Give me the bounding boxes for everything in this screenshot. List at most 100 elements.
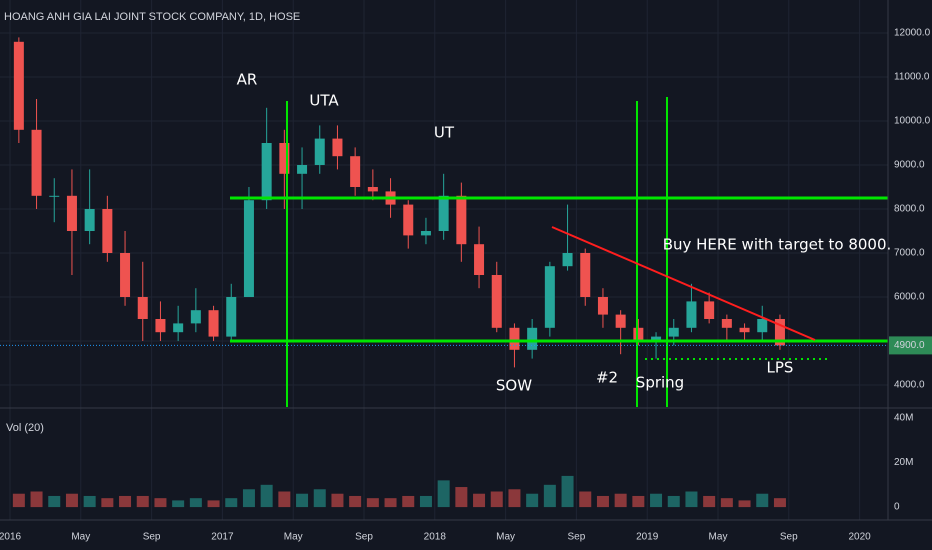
candle-body [544,266,555,328]
candle-body [438,195,449,231]
volume-bar [384,498,397,508]
annotation: UT [434,124,455,142]
x-tick-label: Sep [780,532,798,543]
candle-body [721,319,732,328]
candle-body [208,310,219,337]
candle-body [704,301,715,319]
x-tick-label: 2020 [848,532,871,543]
volume-bar [773,498,786,508]
volume-bar [172,500,185,508]
y-tick-label: 6000.0 [894,292,925,303]
volume-bar [83,495,96,508]
annotation: #2 [596,369,618,387]
candle-body [580,253,591,297]
candle-body [367,187,378,192]
candle-body [66,195,77,231]
volume-bar [437,480,450,508]
y-tick-label: 4000.0 [894,380,925,391]
y-tick-label: 8000.0 [894,204,925,215]
x-tick-label: May [709,532,728,543]
candle-body [332,138,343,157]
candle-body [279,143,290,174]
candle-body [491,275,502,328]
volume-bar [101,498,114,508]
volume-bar [207,500,220,508]
y-tick-label: 7000.0 [894,248,925,259]
marks [12,37,786,508]
volume-bar [366,498,379,508]
x-tick-label: 2018 [424,532,447,543]
volume-bar [331,493,344,508]
volume-bar [48,495,61,508]
candle-body [155,319,166,333]
volume-bar [738,500,751,508]
volume-bar [703,495,716,508]
candle-body [774,319,785,346]
candle-body [597,297,608,315]
x-tick-label: 2017 [211,532,234,543]
annotation: Buy HERE with target to 8000. [663,236,892,254]
volume-tick-label: 20M [894,457,913,468]
volume-bar [225,498,238,508]
annotation: UTA [309,92,339,110]
candle-body [350,156,361,187]
volume-bar [579,491,592,508]
volume-bar [154,498,167,508]
x-tick-label: May [496,532,515,543]
candle-body [686,301,697,328]
grid [0,0,888,520]
volume-bar [296,493,309,508]
candle-body [509,327,520,350]
x-tick-label: 2016 [0,532,22,543]
volume-bar [508,489,521,508]
candle-body [226,297,237,337]
y-tick-label: 12000.0 [894,28,931,39]
candle-body [31,129,42,196]
volume-bar [526,493,539,508]
volume-bar [667,495,680,508]
candle-body [668,327,679,337]
volume-tick-label: 40M [894,413,913,424]
candle-body [297,165,308,174]
volume-bar [650,493,663,508]
y-tick-label: 9000.0 [894,160,925,171]
candle-body [173,323,184,333]
volume-bar [614,493,627,508]
x-tick-label: Sep [143,532,161,543]
volume-title: Vol (20) [6,422,44,434]
drawings [230,97,888,407]
candle-body [474,244,485,275]
volume-bar [30,491,43,508]
volume-bar [119,495,132,508]
candle-body [190,310,201,324]
volume-bar [720,498,733,508]
volume-bar [260,484,273,508]
candle-body [615,314,626,328]
candle-body [261,143,272,201]
x-tick-label: Sep [568,532,586,543]
volume-bar [12,493,25,508]
volume-bar [632,495,645,508]
annotation: AR [237,71,258,89]
volume-bar [543,484,556,508]
volume-bar [596,495,609,508]
volume-bar [455,487,468,508]
volume-bar [473,493,486,508]
x-tick-label: Sep [355,532,373,543]
volume-bar [278,491,291,508]
chart-title: HOANG ANH GIA LAI JOINT STOCK COMPANY, 1… [4,11,300,23]
candle-body [137,297,148,319]
volume-bar [136,495,149,508]
volume-bar [419,495,432,508]
candle-body [456,195,467,245]
candle-body [527,327,538,350]
annotation: SOW [496,377,532,395]
y-tick-label: 10000.0 [894,116,931,127]
candle-body [243,200,254,297]
candle-body [651,336,662,341]
volume-bar [189,498,202,508]
trend-line [551,226,816,341]
candle-body [84,209,95,231]
x-tick-label: May [71,532,90,543]
